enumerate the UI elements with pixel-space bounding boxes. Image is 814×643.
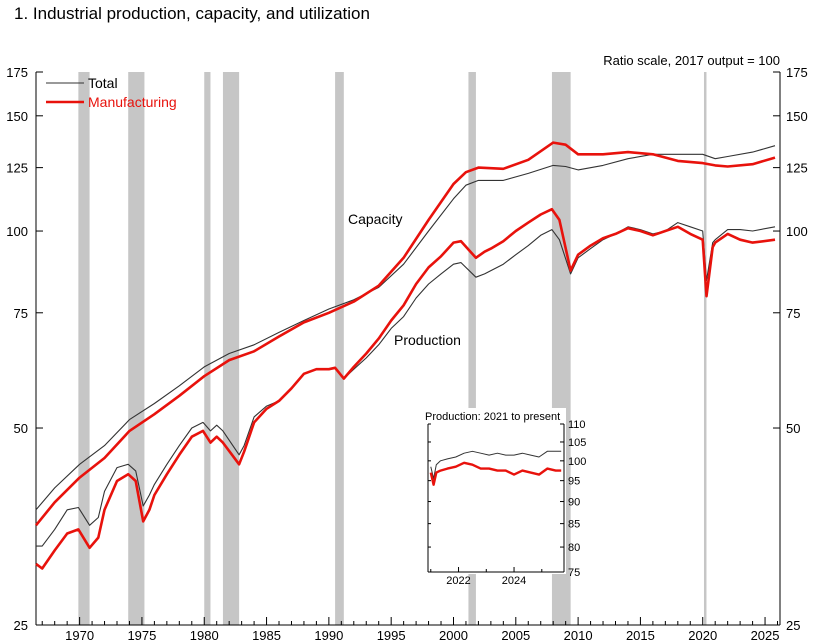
main-plot-frame bbox=[35, 72, 781, 626]
inset-x-ticks: 2022 2024 bbox=[430, 567, 543, 587]
inset-x-tick-label: 2024 bbox=[502, 575, 526, 587]
x-tick-label: 1995 bbox=[377, 628, 406, 643]
inset-y-tick-label: 80 bbox=[568, 542, 580, 554]
x-tick-label: 1975 bbox=[127, 628, 156, 643]
y-tick-label-right: 100 bbox=[786, 224, 808, 239]
x-tick-label: 1985 bbox=[252, 628, 281, 643]
y-tick-label-right: 125 bbox=[786, 161, 808, 176]
inset-series-line-total bbox=[430, 450, 562, 480]
annotation-production: Production bbox=[394, 332, 461, 348]
recession-band-1 bbox=[128, 72, 145, 625]
y-tick-label-left: 25 bbox=[14, 618, 28, 633]
y-tick-label-right: 175 bbox=[786, 65, 808, 80]
y-tick-label-left: 75 bbox=[14, 306, 28, 321]
x-tick-label: 2005 bbox=[501, 628, 530, 643]
x-tick-label: 1970 bbox=[65, 628, 94, 643]
inset-y-tick-label: 110 bbox=[568, 419, 586, 431]
page-title: 1. Industrial production, capacity, and … bbox=[14, 4, 370, 23]
y-tick-label-right: 50 bbox=[786, 421, 800, 436]
chart-subtitle: Ratio scale, 2017 output = 100 bbox=[603, 53, 780, 68]
x-tick-label: 2015 bbox=[626, 628, 655, 643]
y-tick-label-left: 175 bbox=[6, 65, 28, 80]
x-tick-label: 2020 bbox=[688, 628, 717, 643]
recession-band-4 bbox=[335, 72, 344, 625]
recession-band-7 bbox=[703, 72, 707, 625]
x-tick-label: 2010 bbox=[564, 628, 593, 643]
recession-band-5 bbox=[468, 72, 476, 625]
inset-y-tick-label: 95 bbox=[568, 476, 580, 488]
y-tick-label-left: 125 bbox=[6, 161, 28, 176]
legend-label-manufacturing: Manufacturing bbox=[88, 94, 177, 110]
inset-y-tick-label: 85 bbox=[568, 519, 580, 531]
inset-series-lines bbox=[429, 450, 562, 486]
recession-band-3 bbox=[222, 72, 240, 625]
inset-series-line-manufacturing bbox=[429, 461, 562, 486]
x-tick-label: 1980 bbox=[190, 628, 219, 643]
x-axis-ticks: 1970 1975 1980 1985 1990 1995 2000 2005 2010 2015… bbox=[41, 617, 780, 643]
y-tick-label-left: 50 bbox=[14, 421, 28, 436]
y-tick-label-right: 25 bbox=[786, 618, 800, 633]
inset-y-ticks: 75 80 85 90 95 100 105 110 bbox=[428, 419, 586, 579]
y-tick-label-left: 150 bbox=[6, 109, 28, 124]
x-tick-label: 2000 bbox=[439, 628, 468, 643]
inset-title: Production: 2021 to present bbox=[425, 411, 560, 423]
inset-background bbox=[424, 408, 566, 574]
series-lines bbox=[34, 141, 776, 570]
y-tick-label-right: 75 bbox=[786, 306, 800, 321]
inset-y-tick-label: 75 bbox=[568, 567, 580, 579]
series-line-manufacturing-capacity bbox=[34, 141, 776, 527]
inset-y-tick-label: 100 bbox=[568, 456, 586, 468]
series-line-total-production bbox=[36, 222, 776, 547]
x-tick-label: 2025 bbox=[751, 628, 780, 643]
legend: Total Manufacturing bbox=[46, 75, 177, 110]
legend-label-total: Total bbox=[88, 75, 118, 91]
recession-bands bbox=[78, 72, 707, 625]
recession-band-2 bbox=[204, 72, 211, 625]
recession-band-0 bbox=[78, 72, 90, 625]
series-line-total-capacity bbox=[35, 145, 776, 511]
inset-y-tick-label: 105 bbox=[568, 437, 586, 449]
y-axis-ticks: 25 25 50 50 75 75 100 100 125 125 150 150 175 175 bbox=[6, 65, 807, 633]
inset-y-tick-label: 90 bbox=[568, 497, 580, 509]
x-tick-label: 1990 bbox=[314, 628, 343, 643]
y-tick-label-right: 150 bbox=[786, 109, 808, 124]
annotation-capacity: Capacity bbox=[348, 211, 402, 227]
series-line-manufacturing-production bbox=[35, 207, 776, 570]
y-tick-label-left: 100 bbox=[6, 224, 28, 239]
inset-chart: Production: 2021 to present 75 80 85 90 95 10… bbox=[424, 408, 586, 587]
inset-x-tick-label: 2022 bbox=[446, 575, 470, 587]
